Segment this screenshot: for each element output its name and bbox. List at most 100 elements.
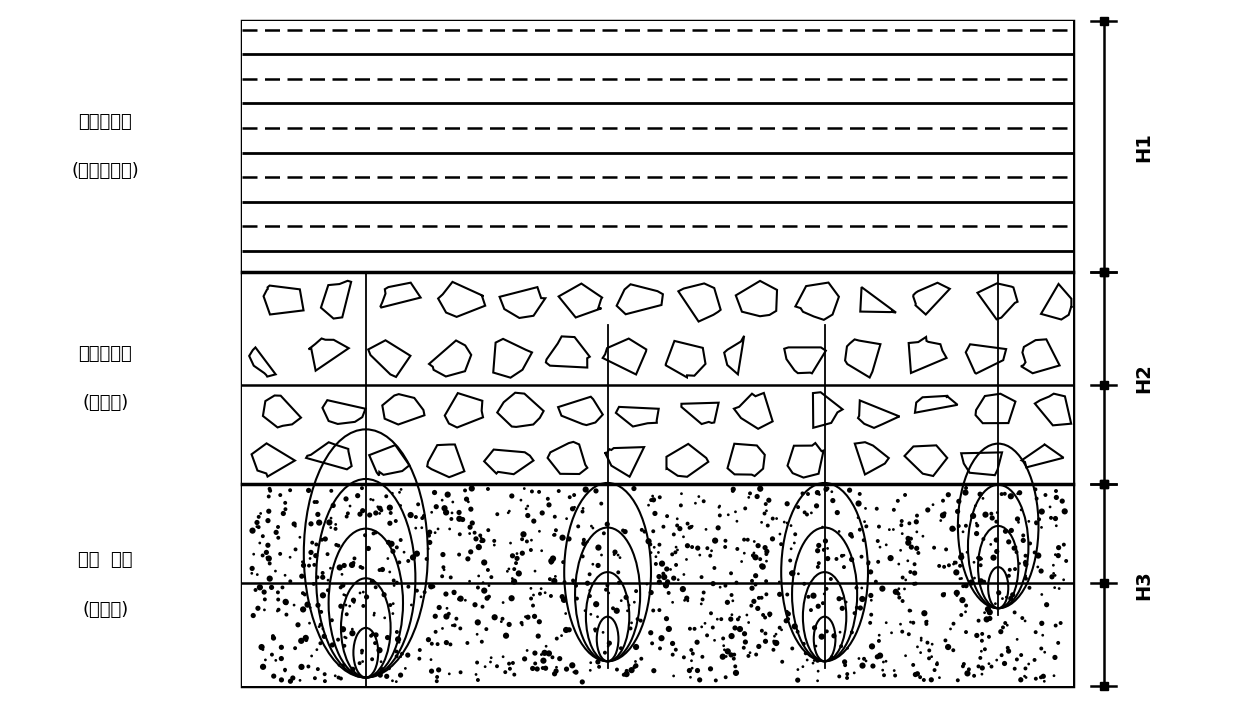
Point — [275, 503, 295, 515]
Point — [796, 648, 816, 659]
Polygon shape — [382, 394, 424, 424]
Point — [649, 571, 668, 583]
Point — [968, 552, 988, 563]
Point — [862, 609, 882, 620]
Point — [693, 496, 713, 507]
Point — [606, 605, 626, 617]
Point — [1002, 525, 1022, 536]
Point — [311, 606, 331, 617]
Point — [663, 670, 683, 682]
Point — [621, 617, 641, 629]
Point — [873, 665, 893, 676]
Point — [591, 498, 611, 509]
Point — [309, 621, 329, 632]
Point — [383, 598, 403, 609]
Point — [785, 621, 805, 632]
Point — [980, 631, 999, 643]
Point — [257, 551, 277, 563]
Polygon shape — [249, 347, 275, 377]
Point — [677, 554, 697, 565]
Point — [310, 638, 330, 649]
Point — [873, 583, 893, 595]
Point — [986, 534, 1006, 546]
Point — [906, 543, 926, 554]
Point — [797, 509, 817, 520]
Point — [999, 570, 1019, 581]
Point — [552, 630, 572, 641]
Point — [362, 575, 382, 587]
Polygon shape — [678, 284, 720, 322]
Point — [956, 482, 976, 493]
Point — [352, 647, 372, 658]
Point — [681, 644, 701, 655]
Point — [644, 665, 663, 677]
Point — [781, 520, 801, 531]
Point — [992, 650, 1012, 661]
Point — [394, 547, 414, 558]
Point — [532, 649, 552, 660]
Point — [500, 506, 520, 517]
Point — [272, 642, 291, 653]
Point — [758, 520, 777, 531]
Point — [319, 575, 339, 586]
Point — [899, 518, 919, 529]
Point — [585, 624, 605, 635]
Point — [1008, 513, 1028, 525]
Point — [718, 597, 738, 608]
Point — [689, 549, 709, 561]
Point — [389, 636, 409, 648]
Point — [658, 588, 678, 599]
Polygon shape — [728, 444, 765, 476]
Point — [472, 636, 492, 648]
Point — [656, 580, 676, 591]
Point — [670, 523, 689, 534]
Point — [264, 670, 284, 682]
Point — [511, 494, 531, 506]
Point — [1012, 504, 1032, 515]
Polygon shape — [1021, 339, 1060, 373]
Point — [975, 643, 994, 655]
Point — [835, 561, 854, 573]
Point — [806, 501, 826, 512]
Point — [806, 641, 826, 652]
Point — [729, 612, 749, 623]
Point — [312, 567, 332, 578]
Point — [544, 511, 564, 522]
Point — [895, 650, 915, 661]
Point — [268, 605, 288, 617]
Point — [944, 559, 963, 570]
Point — [744, 551, 764, 563]
Point — [661, 563, 681, 575]
Point — [751, 592, 771, 603]
Polygon shape — [735, 281, 777, 316]
Point — [918, 504, 937, 515]
Point — [250, 508, 270, 519]
Point — [714, 640, 734, 651]
Point — [951, 609, 971, 621]
Point — [472, 601, 492, 612]
Point — [402, 600, 422, 611]
Point — [987, 655, 1007, 666]
Polygon shape — [603, 339, 646, 375]
Point — [563, 575, 583, 586]
Point — [677, 592, 697, 604]
Point — [735, 636, 755, 648]
Point — [626, 660, 646, 672]
Point — [280, 551, 300, 563]
Point — [987, 516, 1007, 527]
Point — [389, 486, 409, 498]
Point — [689, 674, 709, 686]
Point — [935, 508, 955, 519]
Point — [949, 520, 968, 532]
Point — [557, 663, 577, 674]
Point — [546, 571, 565, 582]
Point — [458, 553, 477, 564]
Point — [807, 487, 827, 498]
Point — [816, 535, 836, 547]
Point — [908, 641, 928, 653]
Point — [552, 591, 572, 602]
Point — [743, 550, 763, 561]
Point — [650, 491, 670, 503]
Point — [673, 531, 693, 542]
Point — [965, 670, 985, 682]
